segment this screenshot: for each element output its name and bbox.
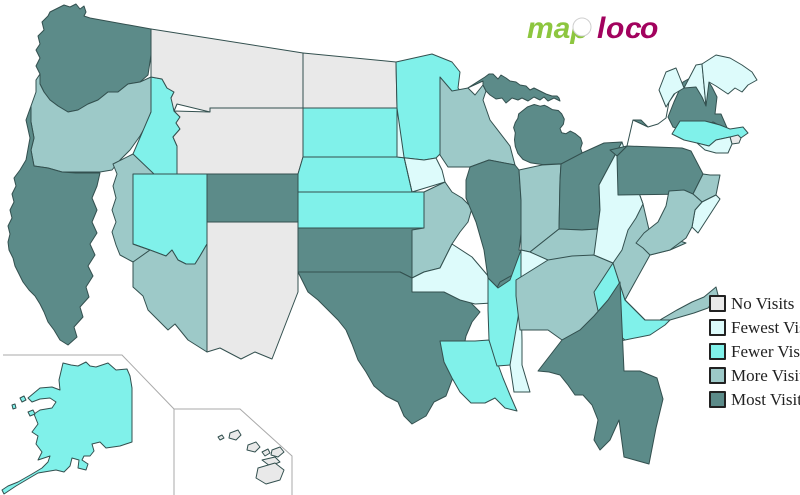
svg-text:Fewest Visits: Fewest Visits — [731, 318, 800, 337]
svg-text:l: l — [597, 12, 606, 45]
svg-text:More Visits: More Visits — [731, 366, 800, 385]
svg-text:Fewer Visits: Fewer Visits — [731, 342, 800, 361]
svg-text:o: o — [640, 12, 658, 45]
svg-text:Most Visits: Most Visits — [731, 390, 800, 409]
svg-text:No Visits: No Visits — [731, 294, 794, 313]
svg-text:o: o — [606, 12, 624, 45]
